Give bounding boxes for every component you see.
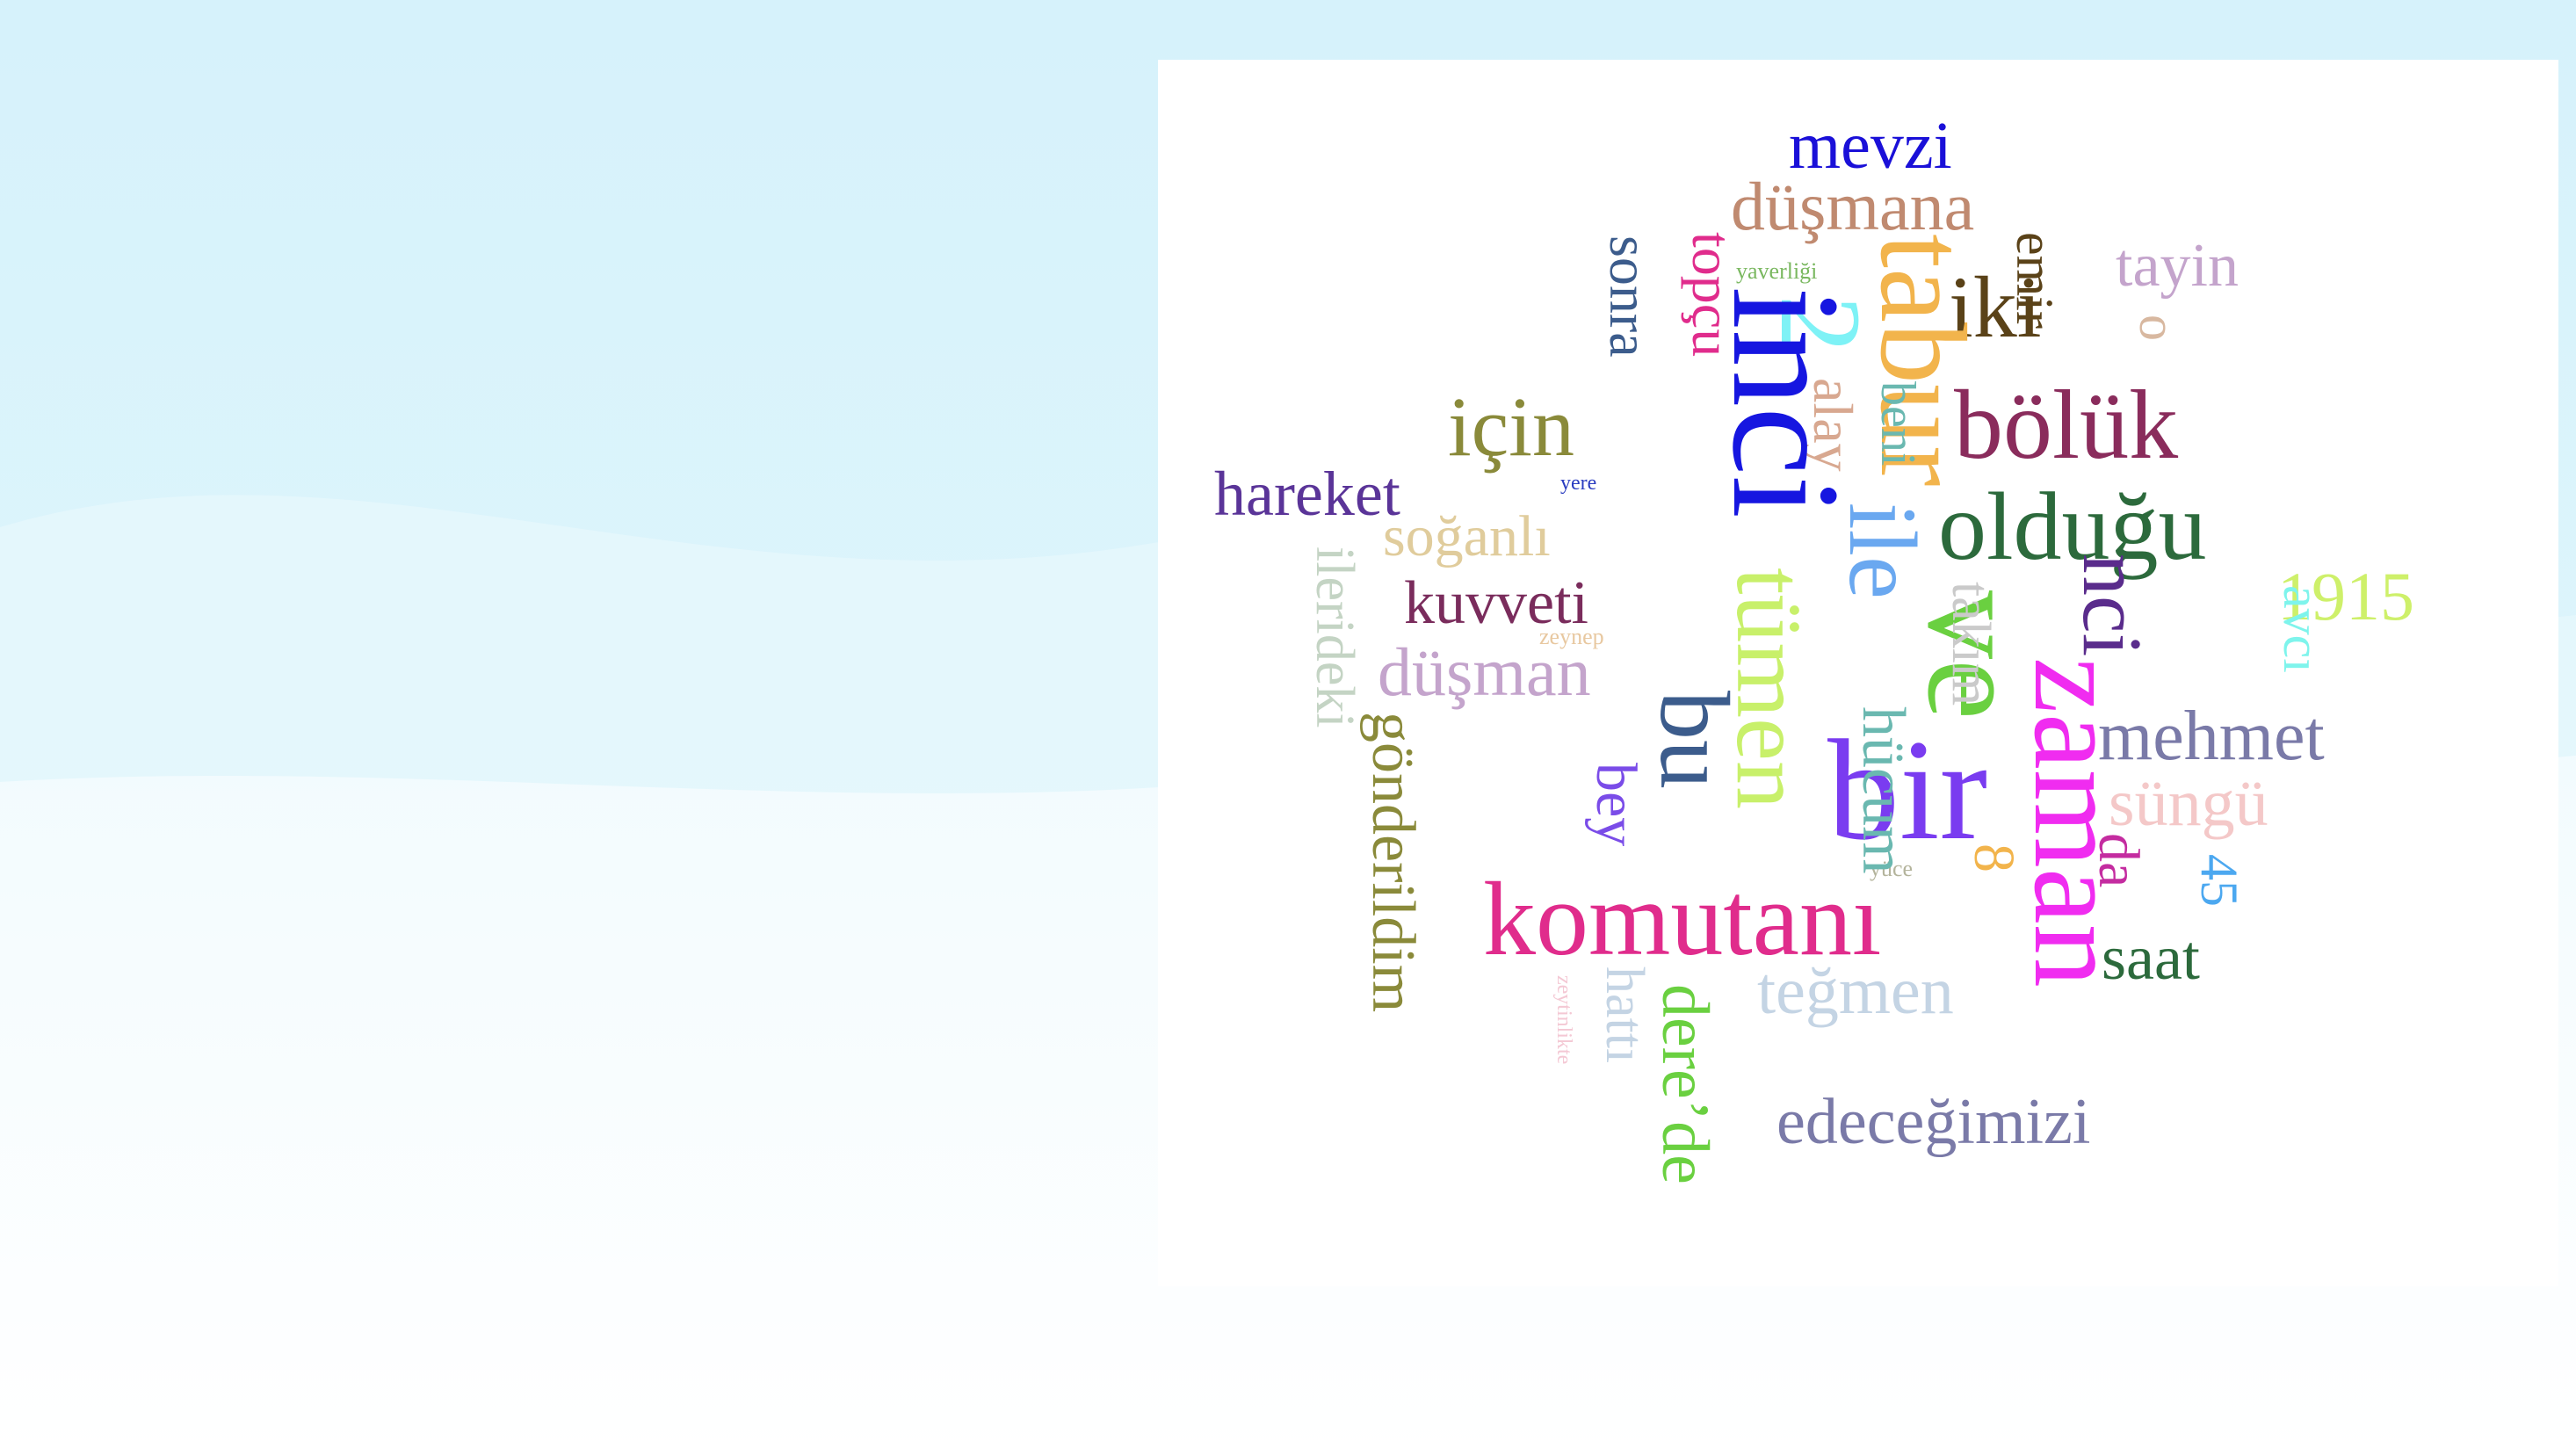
word-gonderildim: gönderildim — [1359, 712, 1427, 1013]
word-bir: bir — [1827, 711, 1988, 870]
word-ile: ile — [1829, 503, 1936, 599]
word-da: da — [2087, 833, 2151, 888]
word-hatti: hattı — [1595, 966, 1654, 1064]
word-kuvveti: kuvveti — [1404, 569, 1588, 637]
word-mehmet: mehmet — [2098, 698, 2325, 775]
word-avci: avcı — [2273, 585, 2331, 673]
word-yere: yere — [1560, 472, 1597, 495]
word-hareket: hareket — [1214, 459, 1400, 529]
word-tegmen: teğmen — [1757, 954, 1954, 1028]
word-o: o — [2129, 315, 2187, 341]
word-icin: için — [1448, 380, 1574, 474]
word-bu: bu — [1639, 691, 1748, 789]
word-topcu: topçu — [1681, 232, 1743, 358]
word-soganli: soğanlı — [1383, 504, 1551, 568]
word-komutani: komutanı — [1483, 860, 1882, 977]
word-1915: 1915 — [2277, 558, 2414, 634]
word-sungu: süngü — [2109, 766, 2268, 840]
word-nci: nci — [2066, 554, 2160, 657]
word-yuce: yüce — [1870, 856, 1914, 881]
word-tayin: tayin — [2116, 232, 2239, 300]
word-edecegimizi: edeceğimizi — [1776, 1086, 2091, 1158]
word-dusmana: düşmana — [1731, 168, 1975, 244]
word-ilerideki: ilerideki — [1305, 547, 1364, 728]
word-zaman: zaman — [2008, 657, 2147, 988]
word-mevzi: mevzi — [1789, 109, 1952, 183]
word-iki: iki — [1949, 258, 2042, 356]
word-sonra: sonra — [1598, 235, 1661, 358]
word-oldugu: olduğu — [1938, 473, 2207, 580]
word-45: 45 — [2190, 854, 2248, 907]
word-hucum: hücum — [1849, 706, 1917, 874]
word-8: 8 — [1962, 843, 2026, 872]
word-saat: saat — [2102, 923, 2200, 993]
word-zeytinlikte: zeytinlikte — [1552, 975, 1575, 1065]
word-yaverligi: yaverliği — [1736, 258, 1818, 284]
word-cloud-card: mevzi düşmana tayin iki yaverliği için b… — [1158, 60, 2558, 1286]
word-dusman: düşman — [1378, 633, 1591, 710]
word-boluk: bölük — [1954, 371, 2179, 480]
word-zeynep: zeynep — [1539, 624, 1604, 649]
word-bey: bey — [1584, 763, 1648, 847]
word-beni: beni — [1870, 381, 1925, 467]
word-dere-de: dere’de — [1648, 984, 1722, 1184]
word-takim: takım — [1941, 582, 2001, 706]
word-emir: emir — [2006, 232, 2064, 329]
